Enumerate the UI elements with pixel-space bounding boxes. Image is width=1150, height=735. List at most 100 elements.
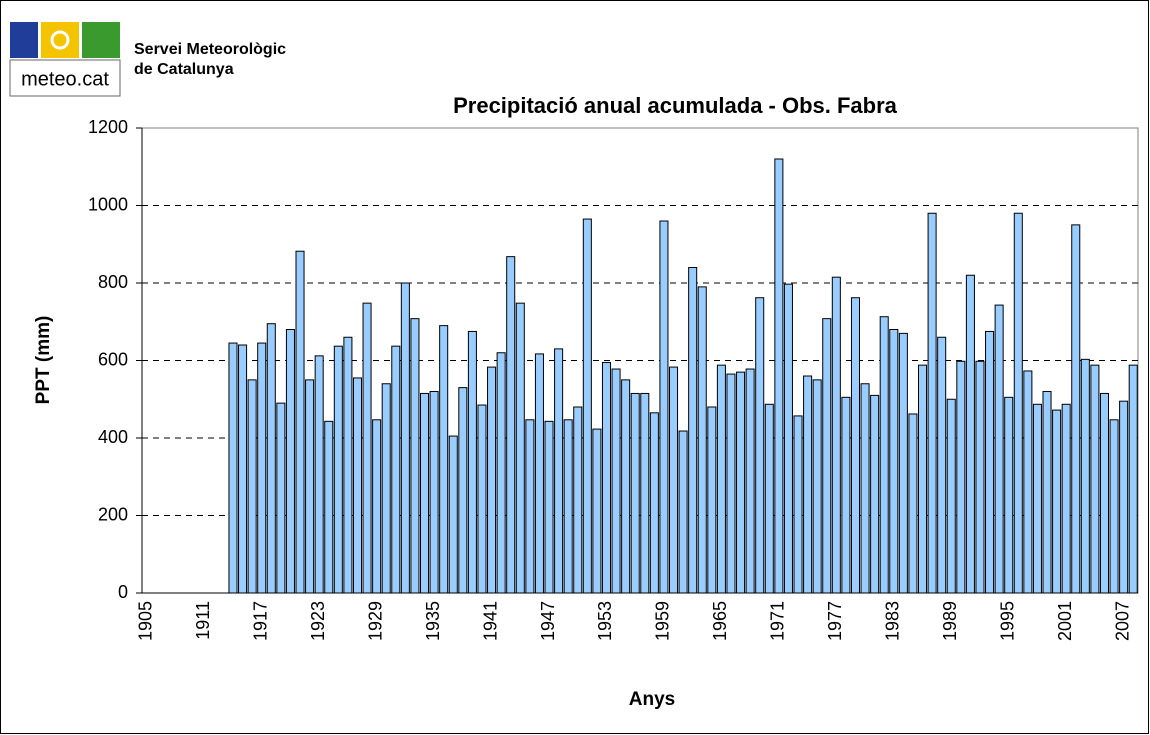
- x-tick-label: 1977: [825, 601, 845, 641]
- bar: [333, 345, 343, 594]
- x-tick-label: 1941: [480, 601, 500, 641]
- bar: [506, 256, 516, 594]
- bar: [554, 348, 564, 594]
- bar: [630, 392, 640, 594]
- y-tick-label: 800: [98, 272, 128, 292]
- x-tick-label: 1965: [710, 601, 730, 641]
- x-axis-label: Anys: [629, 689, 675, 710]
- bar: [736, 371, 746, 594]
- bar: [1109, 419, 1119, 594]
- y-axis-label: PPT (mm): [33, 316, 54, 405]
- bar: [391, 345, 401, 594]
- bar: [515, 302, 525, 594]
- bar: [458, 387, 468, 594]
- bar: [582, 218, 592, 594]
- bar: [774, 158, 784, 594]
- bar: [870, 394, 880, 594]
- x-tick-label: 1953: [595, 601, 615, 641]
- x-tick-label: 1947: [538, 601, 558, 641]
- bar: [697, 286, 707, 594]
- bar: [1119, 400, 1129, 594]
- bar: [324, 420, 334, 594]
- logo: meteo.cat: [9, 22, 121, 97]
- logo-box: [9, 59, 121, 97]
- bar: [487, 366, 497, 594]
- bar: [745, 368, 755, 594]
- x-tick-label: 1935: [423, 601, 443, 641]
- bar: [994, 304, 1004, 594]
- bar: [305, 379, 315, 594]
- y-tick-label: 1000: [88, 194, 128, 214]
- bar: [889, 329, 899, 594]
- x-tick-label: 2001: [1055, 601, 1075, 641]
- bar: [429, 391, 439, 594]
- bar: [649, 412, 659, 594]
- bar: [1042, 391, 1052, 594]
- bar: [707, 406, 717, 594]
- bar: [477, 404, 487, 594]
- bar: [257, 342, 267, 594]
- bar: [678, 430, 688, 594]
- bar: [573, 406, 583, 594]
- bar: [1071, 224, 1081, 594]
- org-line: Servei Meteorològic: [134, 41, 286, 58]
- logo-tile-yellow: [41, 22, 79, 58]
- bar: [879, 316, 889, 594]
- bar: [822, 318, 832, 594]
- x-tick-label: 1929: [365, 601, 385, 641]
- bar: [1099, 392, 1110, 594]
- bar: [812, 379, 822, 594]
- bar: [668, 366, 679, 594]
- bar: [343, 336, 353, 594]
- bar: [803, 375, 813, 594]
- bar: [1080, 358, 1090, 594]
- chart-title: Precipitació anual acumulada - Obs. Fabr…: [453, 93, 898, 118]
- y-tick-label: 600: [98, 349, 128, 369]
- bar: [985, 330, 995, 594]
- bar: [467, 330, 477, 594]
- bar: [946, 398, 956, 594]
- bar: [400, 282, 410, 594]
- bar: [850, 297, 861, 594]
- bar: [917, 364, 928, 594]
- bar: [285, 329, 295, 594]
- bar: [611, 368, 621, 594]
- bar: [266, 323, 276, 594]
- bar: [975, 360, 985, 594]
- logo-sun: [50, 30, 70, 50]
- bar: [295, 250, 305, 594]
- bar: [238, 344, 248, 594]
- bar: [793, 415, 803, 594]
- y-tick-label: 1200: [88, 117, 128, 137]
- bar: [1090, 364, 1100, 594]
- x-tick-label: 1995: [997, 601, 1017, 641]
- bar: [496, 352, 506, 594]
- x-tick-label: 1989: [940, 601, 960, 641]
- logo-tile-blue: [10, 22, 38, 58]
- bar: [1023, 370, 1033, 594]
- bar: [831, 276, 841, 594]
- bar: [352, 377, 363, 594]
- bar: [755, 297, 765, 594]
- bar: [439, 325, 449, 594]
- bar: [314, 355, 324, 594]
- x-tick-label: 1917: [250, 601, 270, 641]
- bar: [783, 283, 793, 594]
- bar: [841, 396, 851, 594]
- bar: [592, 428, 602, 594]
- bar: [927, 212, 937, 594]
- x-tick-label: 1959: [653, 601, 673, 641]
- bar: [965, 274, 975, 594]
- bar: [381, 383, 391, 594]
- org-line: de Catalunya: [134, 61, 234, 78]
- bar: [1032, 403, 1042, 594]
- bar: [419, 392, 430, 594]
- bar: [228, 342, 238, 594]
- y-tick-label: 400: [98, 427, 128, 447]
- bar: [1013, 212, 1023, 594]
- bar: [688, 267, 698, 594]
- bar: [898, 332, 908, 594]
- bar: [640, 392, 650, 594]
- bar: [908, 413, 918, 594]
